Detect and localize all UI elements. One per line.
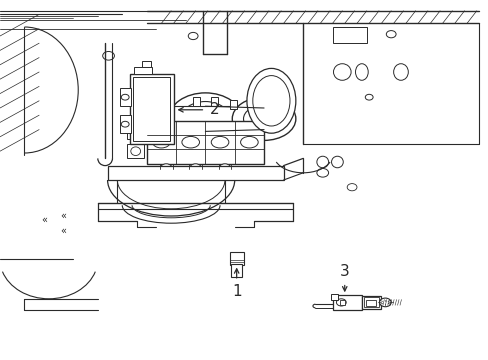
Bar <box>332 27 366 43</box>
Bar <box>330 294 337 300</box>
Ellipse shape <box>168 93 242 145</box>
Ellipse shape <box>194 112 216 126</box>
Bar <box>134 67 151 74</box>
Ellipse shape <box>121 121 129 127</box>
Ellipse shape <box>152 136 170 148</box>
Ellipse shape <box>181 102 229 136</box>
Bar <box>133 77 170 141</box>
Bar <box>361 296 381 309</box>
Ellipse shape <box>365 94 372 100</box>
Ellipse shape <box>182 136 199 148</box>
Ellipse shape <box>131 127 141 136</box>
Text: «: « <box>41 215 47 225</box>
Bar <box>146 121 264 164</box>
Ellipse shape <box>336 299 346 306</box>
Ellipse shape <box>243 105 284 132</box>
Bar <box>365 300 375 306</box>
Text: 3: 3 <box>339 264 349 279</box>
Ellipse shape <box>189 164 202 175</box>
Bar <box>193 97 200 106</box>
Ellipse shape <box>131 147 141 156</box>
Bar <box>339 300 344 305</box>
Text: 2: 2 <box>210 102 220 117</box>
Ellipse shape <box>333 64 350 80</box>
Ellipse shape <box>316 156 328 168</box>
Ellipse shape <box>102 51 114 60</box>
Ellipse shape <box>121 94 129 100</box>
Bar <box>171 106 239 131</box>
Bar <box>127 144 144 158</box>
Text: «: « <box>61 211 66 221</box>
Bar <box>120 115 130 133</box>
Ellipse shape <box>232 97 295 140</box>
Text: «: « <box>61 225 66 235</box>
Ellipse shape <box>379 298 390 307</box>
Bar <box>229 100 236 109</box>
Ellipse shape <box>386 31 395 38</box>
Bar <box>129 74 173 144</box>
Ellipse shape <box>246 68 295 133</box>
Bar <box>120 88 130 106</box>
Ellipse shape <box>240 136 258 148</box>
Bar <box>332 295 361 310</box>
Bar <box>211 97 218 106</box>
Ellipse shape <box>252 76 289 126</box>
Bar <box>127 124 144 139</box>
Ellipse shape <box>331 156 343 168</box>
Text: 1: 1 <box>231 284 241 300</box>
Ellipse shape <box>255 113 272 125</box>
Bar <box>142 61 150 67</box>
Ellipse shape <box>316 168 328 177</box>
Ellipse shape <box>346 184 356 191</box>
Ellipse shape <box>218 164 231 175</box>
Ellipse shape <box>188 32 198 40</box>
Ellipse shape <box>355 64 367 80</box>
Ellipse shape <box>393 64 407 80</box>
Ellipse shape <box>160 164 172 175</box>
Bar <box>363 297 379 307</box>
Ellipse shape <box>211 136 228 148</box>
Bar <box>231 264 242 277</box>
Bar <box>229 252 243 265</box>
Polygon shape <box>107 166 283 180</box>
